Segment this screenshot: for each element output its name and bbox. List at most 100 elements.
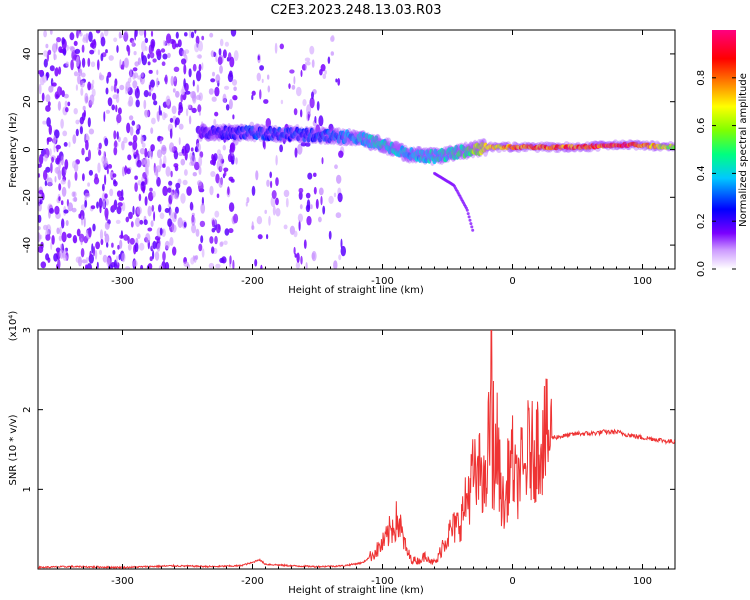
signal-cell — [421, 149, 426, 156]
noise-blob — [165, 166, 171, 177]
noise-blob — [126, 168, 131, 175]
signal-cell — [415, 149, 420, 156]
signal-cell — [427, 157, 432, 164]
top-y-tick-label: -20 — [22, 189, 33, 205]
noise-blob — [319, 69, 323, 76]
noise-blob — [259, 89, 262, 100]
noise-blob — [128, 141, 133, 146]
noise-blob — [305, 142, 311, 147]
noise-blob — [99, 249, 102, 255]
noise-blob — [91, 243, 94, 254]
noise-blob — [87, 117, 91, 128]
signal-cell — [445, 154, 449, 161]
noise-blob — [182, 179, 188, 186]
noise-blob — [132, 80, 138, 89]
noise-blob — [58, 235, 63, 242]
noise-blob — [141, 142, 146, 148]
noise-blob — [96, 261, 99, 269]
noise-blob — [255, 170, 259, 181]
noise-blob — [47, 177, 53, 187]
noise-blob — [115, 104, 118, 113]
noise-blob — [335, 78, 338, 83]
noise-blob — [228, 202, 235, 213]
noise-blob — [194, 161, 200, 171]
noise-blob — [60, 243, 63, 251]
noise-blob — [251, 94, 254, 101]
noise-blob — [275, 177, 279, 187]
noise-blob — [46, 137, 53, 142]
signal-cell — [301, 128, 306, 135]
noise-blob — [300, 142, 307, 147]
noise-blob — [38, 214, 42, 223]
noise-blob — [72, 134, 77, 145]
noise-blob — [311, 59, 315, 68]
noise-blob — [315, 124, 320, 134]
signal-cell — [267, 135, 272, 142]
noise-blob — [132, 140, 138, 151]
noise-blob — [175, 90, 180, 98]
noise-blob — [38, 232, 41, 243]
noise-blob — [191, 91, 197, 102]
noise-blob — [38, 202, 42, 212]
noise-blob — [306, 215, 312, 226]
noise-blob — [219, 65, 223, 74]
noise-blob — [65, 220, 69, 226]
noise-blob — [144, 196, 148, 206]
noise-blob — [230, 30, 237, 37]
noise-blob — [145, 233, 151, 244]
noise-blob — [150, 220, 154, 228]
bottom-y-axis-label: SNR (10 * v/v) — [8, 414, 19, 485]
noise-blob — [79, 233, 85, 243]
noise-blob — [223, 240, 228, 246]
noise-blob — [62, 47, 67, 56]
noise-blob — [141, 72, 144, 78]
noise-blob — [169, 117, 174, 123]
signal-cell — [284, 133, 289, 140]
noise-blob — [208, 88, 214, 95]
noise-blob — [80, 72, 86, 78]
noise-blob — [218, 48, 222, 56]
noise-blob — [283, 189, 290, 198]
noise-blob — [132, 67, 138, 72]
noise-blob — [56, 86, 62, 97]
noise-blob — [333, 260, 338, 269]
noise-blob — [147, 61, 151, 66]
noise-blob — [266, 179, 270, 187]
noise-blob — [61, 37, 65, 45]
noise-blob — [143, 90, 149, 98]
noise-blob — [143, 99, 147, 110]
signal-cell — [203, 126, 208, 133]
noise-blob — [333, 192, 337, 198]
signal-cell — [250, 125, 255, 132]
noise-blob — [201, 62, 204, 71]
noise-blob — [171, 39, 177, 50]
noise-blob — [164, 261, 170, 269]
noise-blob — [67, 101, 71, 107]
noise-blob — [155, 48, 162, 57]
noise-blob — [61, 186, 67, 197]
noise-blob — [137, 180, 142, 186]
signal-cell — [227, 126, 232, 133]
noise-blob — [113, 146, 118, 156]
noise-blob — [48, 124, 52, 135]
noise-blob — [175, 31, 179, 39]
noise-blob — [42, 75, 48, 83]
noise-blob — [211, 153, 215, 161]
signal-cell — [452, 154, 457, 161]
noise-blob — [191, 107, 197, 114]
noise-blob — [153, 211, 156, 222]
noise-blob — [56, 146, 59, 153]
noise-blob — [123, 30, 129, 42]
noise-blob — [141, 181, 145, 186]
snr-panel: -300 -200 -100 0 100 1 2 3 Height of straight … — [8, 311, 676, 596]
noise-blob — [144, 177, 148, 185]
signal-cell — [403, 147, 408, 154]
noise-blob — [144, 163, 149, 175]
noise-blob — [135, 124, 139, 129]
noise-blob — [38, 70, 44, 75]
noise-blob — [76, 228, 81, 237]
noise-blob — [197, 180, 202, 187]
branch-cell — [470, 225, 474, 229]
noise-blob — [232, 259, 235, 269]
noise-blob — [231, 79, 238, 86]
